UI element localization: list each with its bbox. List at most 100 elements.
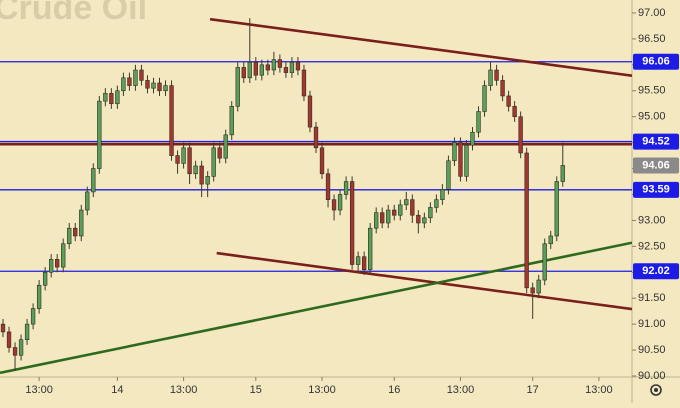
- level-label-text: 92.02: [642, 265, 670, 277]
- candle-body: [181, 147, 186, 164]
- level-label-text: 93.59: [642, 184, 670, 196]
- candle-body: [319, 147, 325, 175]
- y-tick-label: 90.00: [638, 370, 666, 382]
- level-label-box: [633, 53, 679, 70]
- candle-body: [452, 142, 457, 162]
- watermark: Crude Oil: [0, 0, 147, 27]
- candle-body: [428, 207, 433, 219]
- candle-body: [103, 93, 108, 102]
- candle-body: [187, 147, 192, 175]
- y-tick-label: 95.00: [638, 111, 666, 123]
- candle-body: [313, 126, 319, 149]
- candle-body: [223, 134, 228, 159]
- candle-body: [79, 209, 84, 237]
- candle-body: [42, 271, 48, 286]
- candle-body: [440, 188, 445, 200]
- candle-body: [67, 227, 72, 245]
- candle-body: [398, 204, 403, 216]
- candle-body: [6, 331, 12, 348]
- x-tick-label: 13:00: [170, 384, 198, 396]
- y-tick-label: 95.50: [638, 85, 666, 97]
- candle-body: [145, 80, 150, 89]
- candle-body: [133, 69, 138, 86]
- candle-body: [464, 144, 469, 177]
- x-tick-label: 13:00: [447, 384, 475, 396]
- candle-body: [518, 116, 523, 154]
- candle-body: [392, 209, 397, 216]
- candle-body: [247, 61, 252, 79]
- candle-body: [121, 77, 126, 92]
- gear-center[interactable]: [654, 388, 658, 392]
- candle-body: [361, 256, 367, 270]
- x-tick-label: 13:00: [25, 384, 53, 396]
- candle-body: [494, 69, 499, 81]
- candle-body: [500, 80, 505, 97]
- candle-body: [217, 147, 222, 159]
- level-label-text: 94.52: [642, 135, 670, 147]
- x-tick-label: 16: [388, 384, 400, 396]
- y-tick-label: 96.50: [638, 33, 666, 45]
- candle-body: [506, 95, 511, 107]
- plot-area: [0, 17, 632, 375]
- candle-body: [48, 259, 54, 273]
- candle-body: [283, 67, 289, 73]
- candle-body: [169, 85, 174, 156]
- candle-body: [175, 155, 180, 164]
- level-label-box: [633, 263, 679, 280]
- candle-body: [163, 85, 168, 92]
- candle-body: [253, 61, 258, 76]
- candle-body: [482, 85, 487, 112]
- candle-body: [470, 131, 475, 146]
- candle-body: [24, 323, 30, 340]
- candle-body: [307, 95, 313, 128]
- candle-body: [193, 165, 198, 175]
- x-tick-label: 13:00: [585, 384, 613, 396]
- candle-body: [416, 214, 421, 224]
- candle-body: [265, 64, 271, 71]
- candle-body: [374, 212, 379, 229]
- candle-body: [337, 194, 343, 211]
- level-label-box: [633, 133, 679, 150]
- candle-body: [73, 227, 78, 237]
- level-label-box: [633, 181, 679, 198]
- candle-body: [295, 61, 301, 71]
- candle-body: [476, 111, 481, 133]
- candle-body: [380, 212, 385, 224]
- x-tick-label: 15: [250, 384, 262, 396]
- candle-body: [458, 142, 463, 177]
- candle-body: [235, 67, 240, 107]
- trend-line: [209, 17, 632, 78]
- candle-body: [331, 199, 337, 211]
- settings-icon[interactable]: [650, 384, 662, 396]
- candle-body: [368, 227, 373, 270]
- candle-body: [205, 176, 210, 185]
- last-price-box: [633, 157, 679, 174]
- candle-body: [404, 199, 409, 206]
- candle-body: [0, 323, 6, 333]
- candle-body: [488, 69, 493, 86]
- level-label-text: 96.06: [642, 56, 670, 68]
- candle-body: [127, 77, 132, 86]
- y-tick-label: 93.00: [638, 214, 666, 226]
- candle-body: [115, 90, 120, 105]
- candle-body: [524, 152, 529, 289]
- candle-body: [289, 61, 295, 73]
- candle-body: [554, 181, 559, 237]
- candle-body: [139, 69, 144, 81]
- candle-body: [446, 160, 451, 190]
- candle-body: [434, 199, 439, 208]
- candle-body: [277, 59, 283, 68]
- candle-body: [18, 339, 24, 356]
- candle-body: [259, 64, 264, 76]
- candle-body: [91, 168, 96, 193]
- candle-body: [560, 165, 565, 182]
- candle-body: [211, 147, 216, 177]
- candle-body: [241, 67, 246, 79]
- x-tick-label: 14: [111, 384, 123, 396]
- gear[interactable]: [650, 384, 662, 396]
- candle-body: [512, 106, 517, 117]
- candle-body: [343, 181, 349, 195]
- candle-body: [355, 256, 361, 265]
- candle-body: [157, 82, 162, 92]
